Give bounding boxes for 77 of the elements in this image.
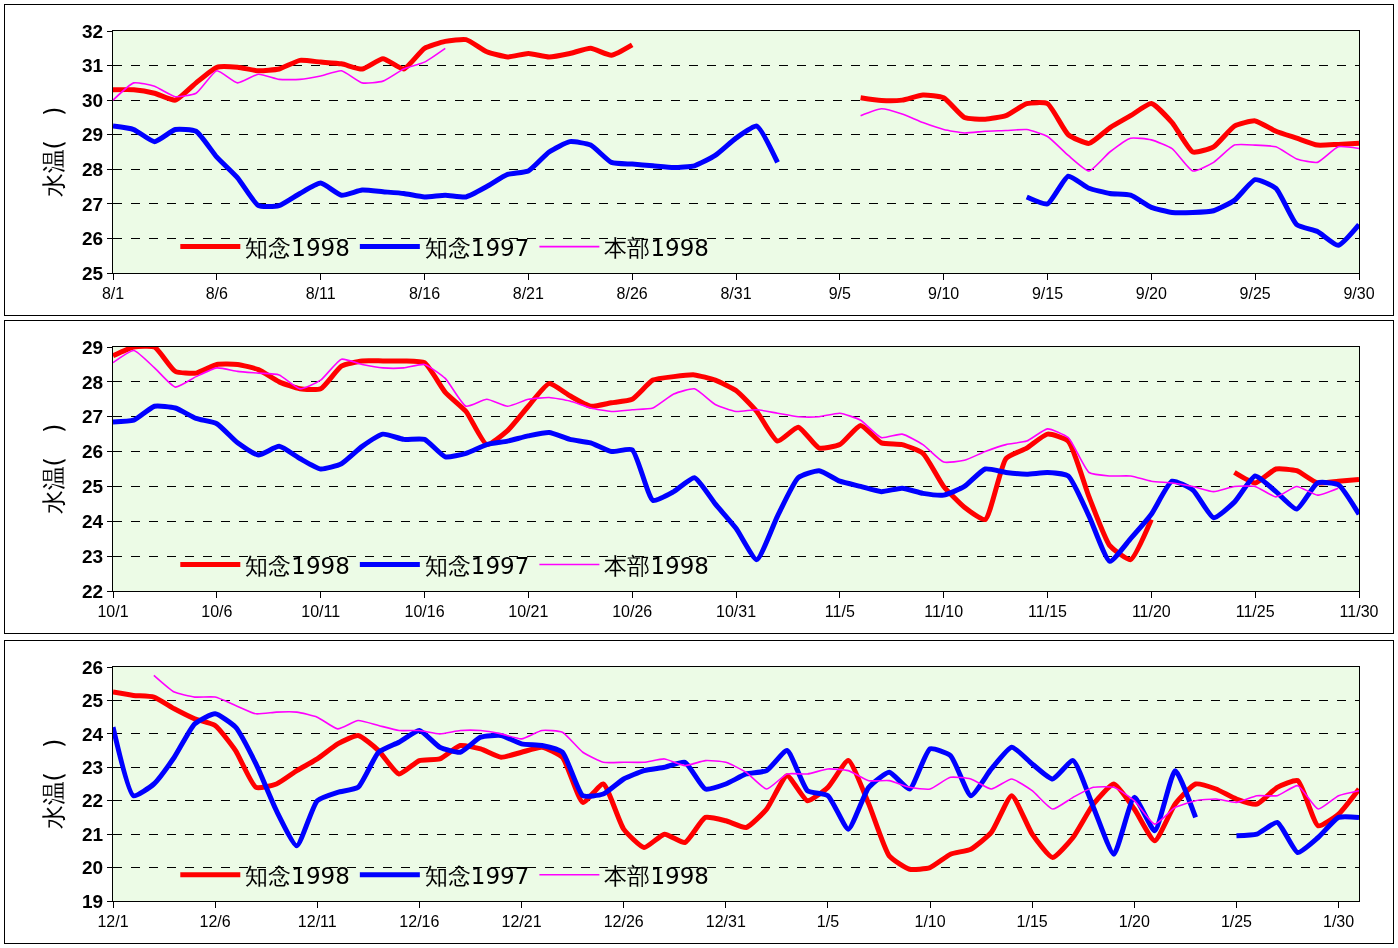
- x-tick-label: 11/20: [1131, 603, 1171, 621]
- x-tick-label: 10/16: [404, 603, 445, 621]
- legend-label: 本部1998: [604, 234, 709, 261]
- line-series: [113, 349, 1340, 498]
- x-tick-label: 12/21: [501, 913, 542, 931]
- y-tick-label: 27: [82, 193, 104, 215]
- y-axis-title: 水温( ): [40, 106, 69, 198]
- y-tick-label: 22: [82, 580, 104, 602]
- x-tick-label: 11/5: [824, 603, 855, 621]
- x-tick-label: 9/10: [928, 285, 960, 303]
- y-tick-label: 23: [82, 756, 104, 778]
- legend-label: 知念1997: [424, 862, 530, 889]
- x-tick-label: 9/20: [1135, 285, 1167, 303]
- x-tick-label: 8/1: [101, 285, 125, 303]
- legend-label: 知念1997: [424, 552, 530, 579]
- y-tick-label: 25: [82, 262, 104, 284]
- y-tick-label: 32: [82, 20, 104, 42]
- y-tick-label: 28: [82, 158, 104, 180]
- x-tick-label: 10/31: [715, 603, 757, 621]
- y-tick-label: 31: [82, 55, 104, 77]
- y-tick-label: 24: [82, 723, 104, 745]
- x-tick-label: 1/10: [914, 913, 946, 931]
- x-tick-label: 12/26: [603, 913, 644, 931]
- y-tick-label: 25: [82, 690, 104, 712]
- legend-label: 知念1998: [245, 862, 350, 889]
- x-tick-label: 1/15: [1016, 913, 1048, 931]
- x-tick-label: 10/1: [97, 603, 129, 621]
- x-tick-label: 9/5: [828, 285, 852, 303]
- y-axis-title: 水温( ): [40, 423, 69, 515]
- x-tick-label: 10/21: [508, 603, 549, 621]
- x-tick-label: 11/15: [1028, 603, 1068, 621]
- x-tick-label: 1/25: [1220, 913, 1253, 931]
- y-tick-label: 26: [82, 656, 104, 678]
- x-tick-label: 1/5: [816, 913, 840, 931]
- x-tick-label: 12/6: [199, 913, 231, 931]
- x-tick-label: 9/15: [1031, 285, 1064, 303]
- x-tick-label: 12/11: [297, 913, 337, 931]
- x-tick-label: 8/16: [408, 285, 441, 303]
- line-series: [153, 674, 1359, 825]
- legend-label: 知念1998: [245, 552, 350, 579]
- x-tick-label: 9/30: [1343, 285, 1375, 303]
- legend-label: 本部1998: [604, 862, 709, 889]
- x-tick-label: 12/16: [399, 913, 440, 931]
- x-tick-label: 10/6: [201, 603, 233, 621]
- x-tick-label: 1/20: [1118, 913, 1150, 931]
- y-axis-title: 水温( ): [40, 738, 69, 830]
- y-tick-label: 29: [82, 124, 104, 146]
- x-tick-label: 8/21: [512, 285, 544, 303]
- y-tick-label: 29: [82, 336, 104, 358]
- y-tick-label: 30: [82, 89, 104, 111]
- y-tick-label: 24: [82, 510, 104, 532]
- x-tick-label: 10/26: [612, 603, 653, 621]
- x-tick-label: 11/25: [1235, 603, 1275, 621]
- x-tick-label: 8/26: [616, 285, 648, 303]
- x-tick-label: 10/11: [301, 603, 341, 621]
- x-tick-label: 11/30: [1339, 603, 1379, 621]
- y-tick-label: 26: [82, 228, 104, 250]
- y-tick-label: 21: [82, 823, 104, 845]
- y-tick-label: 20: [82, 857, 104, 879]
- y-tick-label: 28: [82, 371, 104, 393]
- x-tick-label: 12/31: [705, 913, 746, 931]
- y-tick-label: 19: [82, 890, 104, 912]
- x-tick-label: 12/1: [97, 913, 129, 931]
- x-tick-label: 11/10: [924, 603, 964, 621]
- y-tick-label: 22: [82, 790, 104, 812]
- x-tick-label: 1/30: [1323, 913, 1355, 931]
- legend-label: 知念1998: [245, 234, 350, 261]
- y-tick-label: 25: [82, 476, 104, 498]
- x-tick-label: 9/25: [1239, 285, 1271, 303]
- x-tick-label: 8/11: [305, 285, 336, 303]
- x-tick-label: 8/31: [720, 285, 752, 303]
- y-tick-label: 26: [82, 441, 104, 463]
- y-tick-label: 27: [82, 406, 104, 428]
- legend-label: 知念1997: [424, 234, 530, 261]
- y-tick-label: 23: [82, 545, 104, 567]
- x-tick-label: 8/6: [205, 285, 229, 303]
- legend-label: 本部1998: [604, 552, 709, 579]
